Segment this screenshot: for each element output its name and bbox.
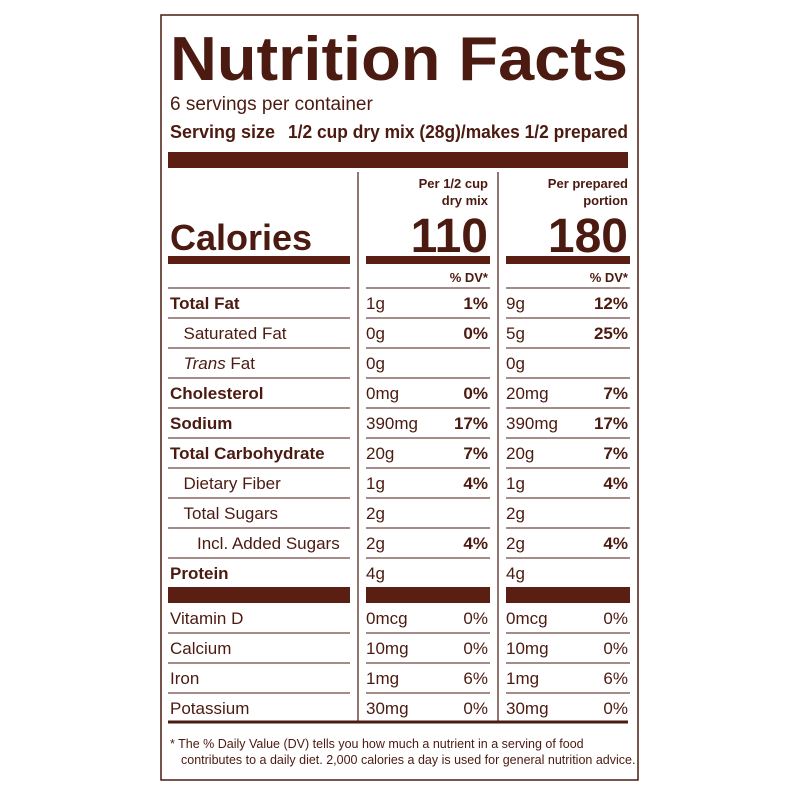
- amount: 1g: [366, 474, 385, 493]
- calories-value: 110: [411, 210, 488, 263]
- nutrient-name: Sodium: [170, 414, 232, 433]
- divider-bar: [168, 152, 628, 168]
- nutrient-name: Calcium: [170, 639, 231, 658]
- amount: 2g: [366, 534, 385, 553]
- label-border: [160, 14, 639, 781]
- daily-value: 7%: [603, 444, 628, 463]
- amount: 30mg: [366, 699, 409, 718]
- daily-value: 7%: [603, 384, 628, 403]
- amount: 9g: [506, 294, 525, 313]
- column-header: dry mix: [442, 193, 489, 208]
- nutrient-name-rest: Fat: [226, 354, 256, 373]
- daily-value: 0%: [463, 324, 488, 343]
- daily-value: 1%: [463, 294, 488, 313]
- calories-label: Calories: [170, 217, 312, 258]
- daily-value: 0%: [463, 639, 488, 658]
- amount: 20mg: [506, 384, 549, 403]
- amount: 20g: [506, 444, 534, 463]
- amount: 390mg: [366, 414, 418, 433]
- nutrient-name: Incl. Added Sugars: [197, 534, 340, 553]
- daily-value: 7%: [463, 444, 488, 463]
- nutrient-name-italic: Trans: [184, 354, 227, 373]
- serving-size-label: Serving size: [170, 122, 275, 142]
- amount: 4g: [366, 564, 385, 583]
- footnote: contributes to a daily diet. 2,000 calor…: [181, 753, 635, 767]
- daily-value: 4%: [603, 534, 628, 553]
- nutrient-name: Saturated Fat: [184, 324, 287, 343]
- nutrient-name: Cholesterol: [170, 384, 264, 403]
- daily-value: 4%: [463, 534, 488, 553]
- nutrient-name: Protein: [170, 564, 229, 583]
- amount: 5g: [506, 324, 525, 343]
- dv-header: % DV*: [450, 270, 489, 285]
- daily-value: 17%: [594, 414, 628, 433]
- daily-value: 6%: [463, 669, 488, 688]
- amount: 30mg: [506, 699, 549, 718]
- serving-size: 1/2 cup dry mix (28g)/makes 1/2 prepared: [288, 122, 628, 142]
- daily-value: 12%: [594, 294, 628, 313]
- nutrient-name: Trans Fat: [184, 354, 256, 373]
- daily-value: 0%: [463, 384, 488, 403]
- nutrient-name: Total Sugars: [184, 504, 279, 523]
- amount: 0mg: [366, 384, 399, 403]
- amount: 1g: [506, 474, 525, 493]
- divider-bar: [506, 587, 630, 603]
- divider-bar: [168, 256, 350, 264]
- daily-value: 0%: [463, 699, 488, 718]
- daily-value: 25%: [594, 324, 628, 343]
- daily-value: 0%: [463, 609, 488, 628]
- calories-value: 180: [548, 210, 628, 263]
- servings: 6 servings per container: [170, 94, 373, 115]
- divider-bar: [168, 587, 350, 603]
- amount: 1mg: [366, 669, 399, 688]
- daily-value: 4%: [603, 474, 628, 493]
- amount: 0mcg: [506, 609, 548, 628]
- daily-value: 17%: [454, 414, 488, 433]
- column-header: Per 1/2 cup: [419, 176, 488, 191]
- daily-value: 6%: [603, 669, 628, 688]
- column-header: portion: [583, 193, 628, 208]
- title: Nutrition Facts: [170, 25, 628, 94]
- footnote: * The % Daily Value (DV) tells you how m…: [170, 737, 584, 751]
- amount: 0g: [366, 354, 385, 373]
- amount: 10mg: [506, 639, 549, 658]
- amount: 4g: [506, 564, 525, 583]
- daily-value: 4%: [463, 474, 488, 493]
- amount: 1g: [366, 294, 385, 313]
- amount: 1mg: [506, 669, 539, 688]
- amount: 10mg: [366, 639, 409, 658]
- nutrient-name: Total Carbohydrate: [170, 444, 325, 463]
- nutrient-name: Potassium: [170, 699, 249, 718]
- nutrient-name: Total Fat: [170, 294, 240, 313]
- amount: 390mg: [506, 414, 558, 433]
- amount: 0mcg: [366, 609, 408, 628]
- amount: 20g: [366, 444, 394, 463]
- divider-bar: [366, 256, 490, 264]
- amount: 0g: [506, 354, 525, 373]
- daily-value: 0%: [603, 639, 628, 658]
- amount: 2g: [506, 504, 525, 523]
- amount: 2g: [366, 504, 385, 523]
- dv-header: % DV*: [590, 270, 629, 285]
- amount: 2g: [506, 534, 525, 553]
- divider-bar: [366, 587, 490, 603]
- nutrient-name: Iron: [170, 669, 199, 688]
- column-header: Per prepared: [548, 176, 628, 191]
- daily-value: 0%: [603, 609, 628, 628]
- nutrient-name: Dietary Fiber: [184, 474, 282, 493]
- daily-value: 0%: [603, 699, 628, 718]
- divider-bar: [506, 256, 630, 264]
- amount: 0g: [366, 324, 385, 343]
- nutrient-name: Vitamin D: [170, 609, 243, 628]
